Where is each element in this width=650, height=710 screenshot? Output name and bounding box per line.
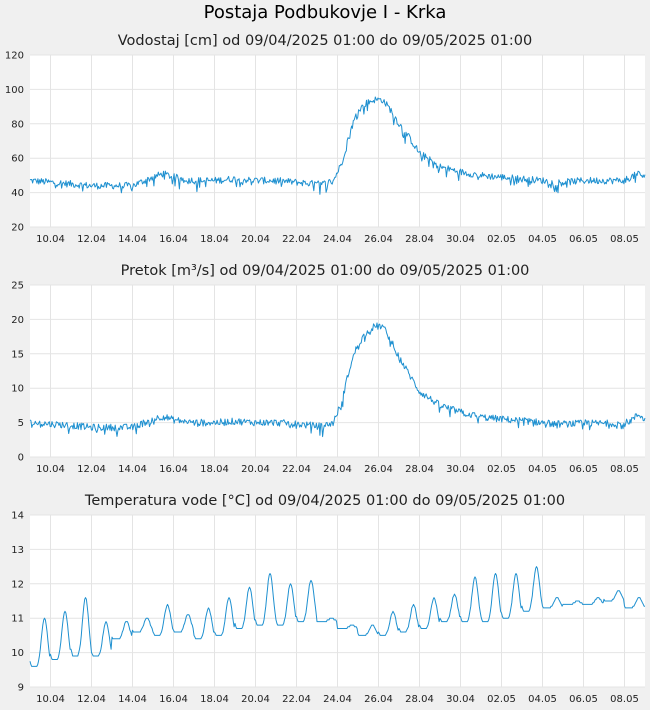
chart-panel-3: Temperatura vode [°C] od 09/04/2025 01:0… bbox=[11, 493, 645, 705]
y-tick-label: 11 bbox=[11, 614, 24, 625]
y-tick-label: 40 bbox=[11, 188, 24, 199]
x-tick-label: 08.05 bbox=[610, 234, 639, 245]
x-tick-label: 26.04 bbox=[364, 464, 393, 475]
x-tick-label: 24.04 bbox=[323, 464, 352, 475]
x-tick-label: 30.04 bbox=[446, 234, 475, 245]
x-tick-label: 18.04 bbox=[200, 234, 229, 245]
x-tick-label: 04.05 bbox=[528, 694, 557, 705]
y-tick-label: 5 bbox=[18, 418, 24, 429]
y-tick-label: 25 bbox=[11, 281, 24, 292]
x-tick-label: 10.04 bbox=[36, 234, 65, 245]
x-tick-label: 30.04 bbox=[446, 464, 475, 475]
x-tick-label: 08.05 bbox=[610, 694, 639, 705]
y-tick-label: 60 bbox=[11, 154, 24, 165]
station-title: Postaja Podbukovje I - Krka bbox=[203, 2, 447, 23]
chart-title: Temperatura vode [°C] od 09/04/2025 01:0… bbox=[84, 493, 565, 509]
y-tick-label: 20 bbox=[11, 223, 24, 234]
y-tick-label: 80 bbox=[11, 119, 24, 130]
y-tick-label: 20 bbox=[11, 315, 24, 326]
x-tick-label: 18.04 bbox=[200, 464, 229, 475]
y-tick-label: 13 bbox=[11, 545, 24, 556]
y-tick-label: 15 bbox=[11, 349, 24, 360]
x-tick-label: 16.04 bbox=[159, 464, 188, 475]
x-tick-label: 18.04 bbox=[200, 694, 229, 705]
y-tick-label: 0 bbox=[18, 453, 24, 464]
x-tick-label: 16.04 bbox=[159, 694, 188, 705]
chart-panel-1: Vodostaj [cm] od 09/04/2025 01:00 do 09/… bbox=[5, 33, 646, 245]
y-tick-label: 10 bbox=[11, 648, 24, 659]
chart-title: Vodostaj [cm] od 09/04/2025 01:00 do 09/… bbox=[118, 33, 532, 49]
x-tick-label: 26.04 bbox=[364, 694, 393, 705]
x-tick-label: 16.04 bbox=[159, 234, 188, 245]
y-tick-label: 9 bbox=[18, 683, 24, 694]
x-tick-label: 28.04 bbox=[405, 464, 434, 475]
x-tick-label: 04.05 bbox=[528, 464, 557, 475]
x-tick-label: 20.04 bbox=[241, 464, 270, 475]
x-tick-label: 14.04 bbox=[118, 464, 147, 475]
x-tick-label: 06.05 bbox=[569, 464, 598, 475]
x-tick-label: 24.04 bbox=[323, 234, 352, 245]
x-tick-label: 22.04 bbox=[282, 464, 311, 475]
x-tick-label: 02.05 bbox=[487, 694, 516, 705]
x-tick-label: 04.05 bbox=[528, 234, 557, 245]
series-line bbox=[29, 96, 646, 195]
x-tick-label: 14.04 bbox=[118, 234, 147, 245]
x-tick-label: 10.04 bbox=[36, 464, 65, 475]
x-tick-label: 22.04 bbox=[282, 234, 311, 245]
x-tick-label: 02.05 bbox=[487, 464, 516, 475]
x-tick-label: 30.04 bbox=[446, 694, 475, 705]
x-tick-label: 06.05 bbox=[569, 234, 598, 245]
x-tick-label: 08.05 bbox=[610, 464, 639, 475]
x-tick-label: 06.05 bbox=[569, 694, 598, 705]
x-tick-label: 02.05 bbox=[487, 234, 516, 245]
x-tick-label: 28.04 bbox=[405, 694, 434, 705]
x-tick-label: 12.04 bbox=[77, 234, 106, 245]
x-tick-label: 12.04 bbox=[77, 694, 106, 705]
x-tick-label: 20.04 bbox=[241, 234, 270, 245]
y-tick-label: 12 bbox=[11, 579, 24, 590]
series-line bbox=[29, 566, 645, 667]
x-tick-label: 14.04 bbox=[118, 694, 147, 705]
y-tick-label: 120 bbox=[5, 51, 24, 62]
x-tick-label: 28.04 bbox=[405, 234, 434, 245]
chart-title: Pretok [m³/s] od 09/04/2025 01:00 do 09/… bbox=[121, 263, 530, 279]
x-tick-label: 26.04 bbox=[364, 234, 393, 245]
x-tick-label: 12.04 bbox=[77, 464, 106, 475]
y-tick-label: 14 bbox=[11, 511, 24, 522]
series-line bbox=[29, 322, 646, 438]
x-tick-label: 22.04 bbox=[282, 694, 311, 705]
chart-panel-2: Pretok [m³/s] od 09/04/2025 01:00 do 09/… bbox=[11, 263, 646, 475]
x-tick-label: 24.04 bbox=[323, 694, 352, 705]
x-tick-label: 20.04 bbox=[241, 694, 270, 705]
y-tick-label: 10 bbox=[11, 384, 24, 395]
x-tick-label: 10.04 bbox=[36, 694, 65, 705]
y-tick-label: 100 bbox=[5, 85, 24, 96]
